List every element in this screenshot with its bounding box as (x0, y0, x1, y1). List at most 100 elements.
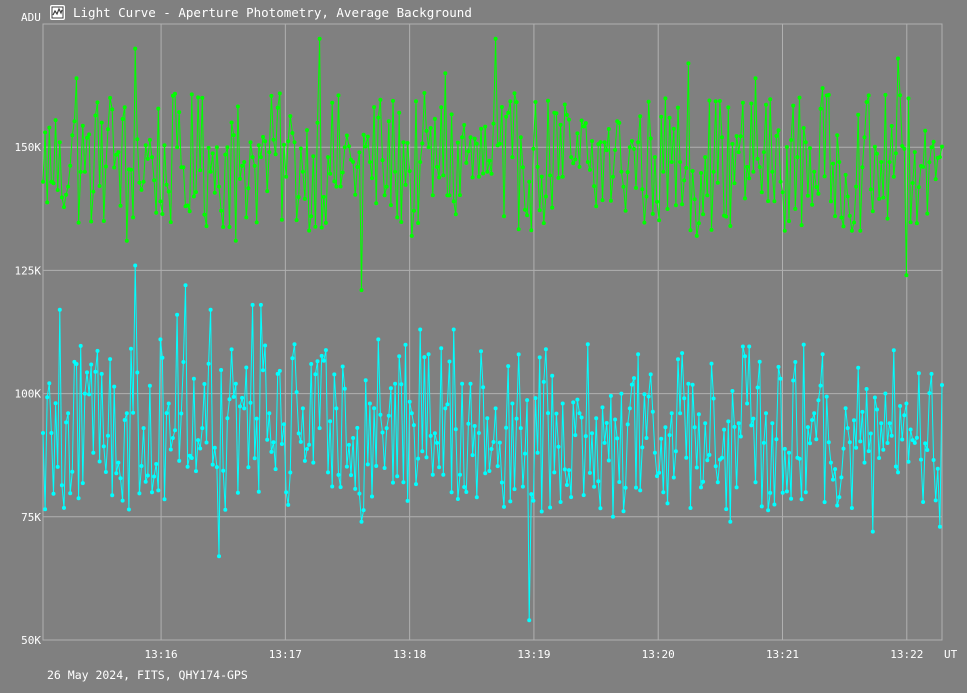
data-point (927, 160, 932, 165)
data-point (621, 509, 626, 514)
data-point (363, 378, 368, 383)
data-point (506, 110, 511, 115)
data-point (791, 378, 796, 383)
data-point (95, 348, 100, 353)
data-point (587, 167, 592, 172)
data-point (933, 498, 938, 503)
data-point (227, 397, 232, 402)
data-point (663, 425, 668, 430)
data-point (296, 195, 301, 199)
data-point (629, 139, 634, 143)
data-point (642, 220, 647, 225)
data-point (692, 425, 697, 430)
data-point (866, 449, 871, 454)
data-point (845, 426, 850, 431)
data-point (854, 445, 859, 450)
data-point (931, 139, 936, 144)
data-point (405, 498, 410, 503)
data-point (483, 471, 488, 476)
data-point (770, 169, 775, 174)
data-point (214, 465, 219, 470)
data-point (359, 288, 364, 293)
data-point (66, 411, 71, 416)
data-point (600, 405, 605, 410)
data-point (47, 381, 52, 386)
data-point (238, 176, 242, 181)
data-point (558, 122, 563, 127)
data-point (782, 446, 787, 451)
data-point (129, 346, 133, 351)
data-point (267, 150, 272, 155)
data-point (420, 141, 425, 146)
data-point (319, 353, 324, 358)
data-point (676, 357, 680, 362)
data-point (726, 105, 731, 110)
data-point (638, 488, 643, 493)
data-point (852, 418, 856, 423)
data-point (849, 228, 854, 233)
data-point (468, 381, 473, 386)
data-point (106, 433, 110, 438)
data-point (386, 413, 391, 418)
data-point (74, 76, 79, 81)
data-point (782, 228, 787, 233)
data-point (837, 160, 842, 164)
data-point (671, 475, 676, 480)
data-point (753, 76, 758, 81)
data-point (89, 362, 94, 367)
data-point (372, 406, 377, 411)
data-point (810, 202, 815, 207)
data-point (749, 101, 754, 106)
data-point (41, 179, 45, 184)
data-point (608, 393, 613, 398)
data-point (198, 446, 203, 451)
data-point (313, 372, 318, 377)
data-point (445, 402, 450, 407)
data-point (562, 102, 567, 107)
data-point (133, 263, 138, 268)
data-point (615, 436, 620, 441)
data-point (135, 370, 140, 375)
data-point (579, 415, 584, 420)
data-point (778, 376, 783, 381)
data-point (705, 458, 710, 463)
data-point (66, 184, 71, 189)
data-point (426, 352, 431, 357)
data-point (483, 124, 488, 129)
data-point (265, 189, 270, 194)
data-point (263, 343, 268, 348)
data-point (707, 452, 712, 457)
data-point (118, 203, 123, 208)
data-point (120, 498, 125, 503)
data-point (678, 411, 683, 416)
data-point (646, 394, 651, 399)
x-tick-label: 13:20 (642, 648, 675, 661)
data-point (495, 464, 500, 469)
data-point (640, 187, 645, 192)
data-point (200, 95, 205, 100)
data-point (724, 214, 729, 219)
data-point (275, 105, 280, 110)
data-point (623, 208, 628, 213)
y-tick-label: 100K (15, 388, 42, 401)
data-point (864, 100, 869, 104)
data-point (747, 176, 752, 181)
light-curve-app-icon[interactable] (50, 4, 65, 20)
data-point (233, 381, 238, 386)
y-tick-label: 50K (21, 634, 41, 647)
data-point (386, 119, 391, 124)
data-point (231, 133, 236, 138)
data-point (598, 140, 603, 145)
data-point (147, 383, 152, 388)
data-point (124, 238, 129, 243)
data-point (904, 401, 909, 406)
data-point (326, 470, 330, 475)
data-point (594, 204, 599, 209)
data-point (340, 170, 345, 175)
data-point (189, 92, 194, 97)
data-point (619, 169, 624, 174)
data-point (407, 399, 412, 404)
data-point (822, 174, 827, 179)
data-point (126, 507, 131, 512)
